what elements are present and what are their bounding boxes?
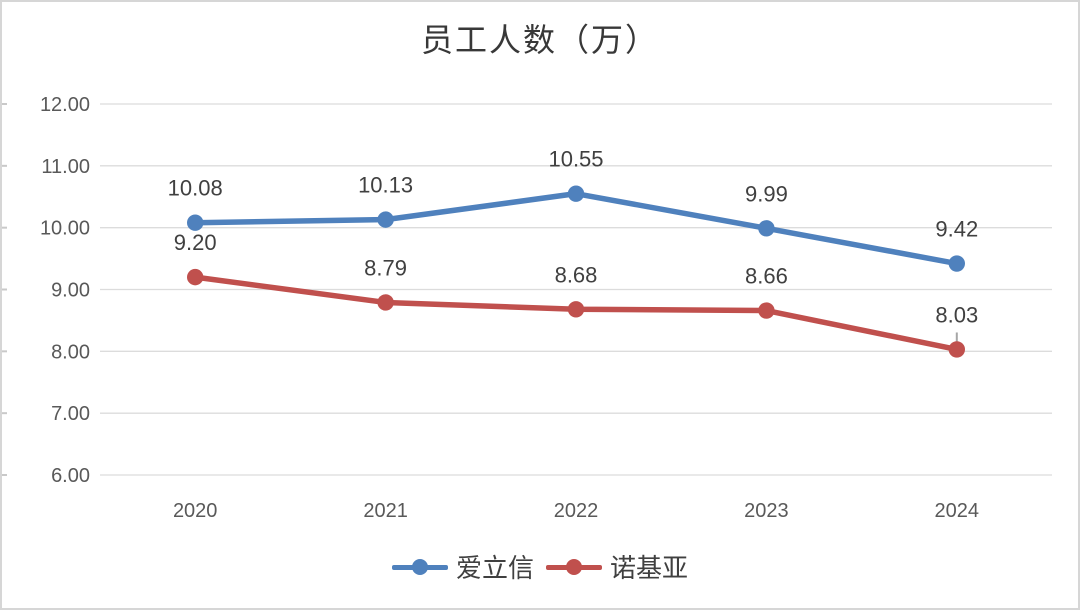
data-point-0-4 bbox=[948, 255, 965, 272]
y-axis-tick-label: 12.00 bbox=[40, 94, 90, 116]
legend-item-series-0: 爱立信 bbox=[391, 548, 534, 585]
data-point-label: 8.79 bbox=[364, 255, 407, 280]
legend-label-series-0: 爱立信 bbox=[455, 554, 534, 583]
y-axis-tick-label: 7.00 bbox=[51, 403, 90, 425]
x-axis-label: 2021 bbox=[363, 500, 408, 522]
legend-dot bbox=[411, 558, 428, 575]
data-point-1-1 bbox=[377, 294, 394, 311]
data-point-1-0 bbox=[187, 268, 204, 286]
legend-dot bbox=[566, 558, 582, 575]
legend-item-series-1: 诺基亚 bbox=[546, 548, 688, 585]
series-line-0 bbox=[192, 190, 960, 267]
data-point-label: 9.20 bbox=[174, 230, 217, 255]
x-axis-label: 2024 bbox=[935, 500, 980, 522]
y-axis-tick-label: 6.00 bbox=[51, 465, 90, 487]
data-point-label: 9.99 bbox=[745, 181, 788, 206]
legend-label-series-1: 诺基亚 bbox=[610, 554, 689, 583]
data-point-label: 9.42 bbox=[935, 217, 978, 242]
data-point-label: 10.08 bbox=[168, 176, 223, 201]
data-point-0-3 bbox=[758, 220, 775, 237]
data-point-label: 8.68 bbox=[555, 262, 598, 287]
y-axis-tick-label: 10.00 bbox=[40, 218, 90, 240]
y-axis-tick-label: 9.00 bbox=[51, 280, 90, 302]
data-point-1-4 bbox=[948, 341, 965, 358]
legend-line-dot-marker bbox=[391, 558, 448, 576]
data-point-label: 8.03 bbox=[935, 302, 978, 327]
y-axis-tick-label: 8.00 bbox=[51, 341, 90, 363]
x-axis-label: 2023 bbox=[744, 500, 789, 522]
data-point-1-3 bbox=[758, 302, 775, 319]
x-axis-label: 2022 bbox=[554, 500, 599, 522]
y-axis-tick-label: 11.00 bbox=[41, 156, 90, 178]
legend-line-dot-marker bbox=[546, 558, 602, 576]
data-point-label: 10.55 bbox=[548, 147, 603, 172]
data-point-1-2 bbox=[567, 301, 585, 318]
chart-legend: 爱立信 诺基亚 bbox=[2, 548, 1078, 585]
chart-title: 员工人数（万） bbox=[420, 22, 659, 58]
data-point-label: 10.13 bbox=[358, 173, 413, 198]
data-point-0-1 bbox=[377, 211, 394, 228]
data-point-0-2 bbox=[567, 185, 585, 202]
data-point-label: 8.66 bbox=[745, 264, 788, 289]
data-point-0-0 bbox=[187, 214, 204, 231]
x-axis-label: 2020 bbox=[173, 500, 218, 522]
